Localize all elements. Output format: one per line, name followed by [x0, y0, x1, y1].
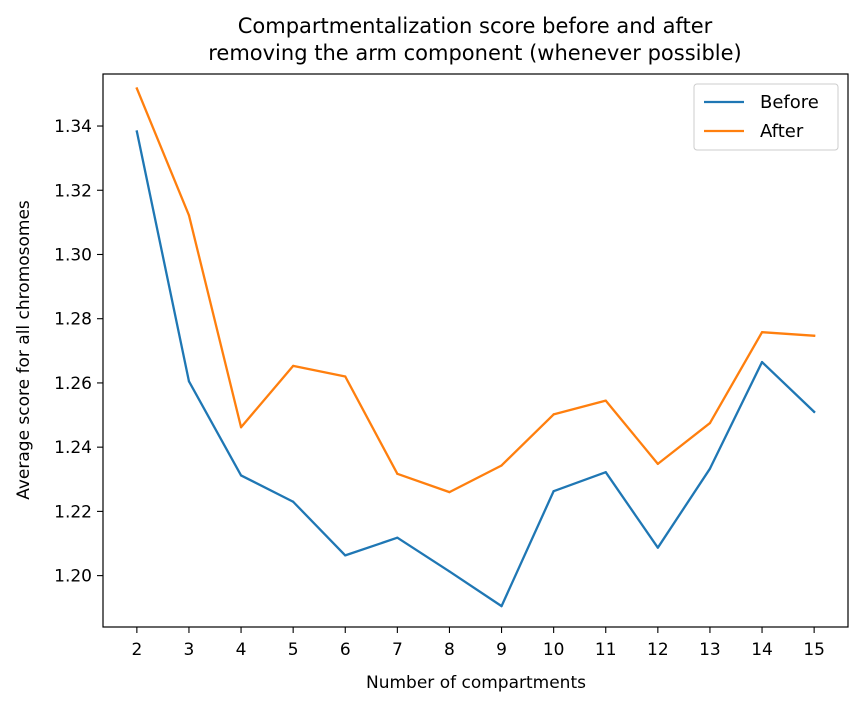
y-tick-label: 1.20 — [54, 567, 92, 587]
data-point-before-14 — [760, 360, 764, 364]
data-point-after-7 — [396, 472, 399, 475]
legend: Before After — [693, 83, 839, 151]
data-point-before-5 — [292, 500, 295, 503]
y-tick-label: 1.34 — [54, 117, 92, 137]
x-tick-label: 12 — [647, 640, 669, 660]
x-tick-label: 11 — [595, 640, 617, 660]
x-tick-label: 4 — [236, 640, 247, 660]
data-point-after-4 — [239, 426, 243, 429]
y-tick-label: 1.26 — [54, 374, 92, 394]
data-point-after-6 — [344, 375, 347, 378]
x-tick-label: 13 — [699, 640, 721, 660]
data-point-before-6 — [344, 554, 347, 557]
x-tick-label: 9 — [496, 640, 507, 660]
data-point-before-11 — [604, 471, 607, 474]
data-point-before-13 — [708, 467, 712, 470]
data-point-after-2 — [135, 87, 138, 90]
chart-title: Compartmentalization score before and af… — [208, 14, 742, 65]
x-axis-label: Number of compartments — [366, 673, 586, 693]
y-tick-label: 1.24 — [54, 438, 92, 458]
data-point-before-8 — [448, 570, 451, 573]
data-point-before-10 — [552, 490, 555, 493]
legend-box — [693, 83, 839, 151]
series-line-before — [135, 130, 816, 608]
data-point-before-2 — [135, 130, 138, 133]
legend-label-after: After — [760, 121, 804, 142]
chart-title-line-2: removing the arm component (whenever pos… — [208, 41, 742, 65]
data-point-after-10 — [552, 413, 555, 416]
data-point-after-11 — [604, 399, 607, 402]
data-point-after-14 — [760, 331, 764, 334]
data-point-before-3 — [187, 380, 191, 383]
x-axis-ticks: 2 3 4 5 6 7 8 9 10 11 12 13 14 15 — [131, 627, 825, 660]
data-point-after-3 — [187, 214, 191, 217]
plot-frame — [102, 73, 849, 628]
data-point-before-7 — [396, 536, 399, 539]
plot-lines — [135, 86, 816, 608]
data-point-after-5 — [292, 364, 295, 368]
data-point-after-8 — [448, 491, 451, 494]
legend-label-before: Before — [760, 92, 819, 113]
series-line-after — [135, 86, 816, 494]
data-point-before-4 — [239, 474, 243, 477]
chart-title-line-1: Compartmentalization score before and af… — [238, 14, 713, 38]
data-point-after-13 — [708, 421, 712, 425]
y-axis-label: Average score for all chromosomes — [14, 200, 34, 500]
y-tick-label: 1.32 — [54, 181, 92, 201]
data-point-before-15 — [813, 410, 816, 413]
y-tick-label: 1.22 — [54, 502, 92, 522]
x-tick-label: 3 — [184, 640, 195, 660]
x-tick-label: 6 — [340, 640, 351, 660]
x-tick-label: 10 — [543, 640, 565, 660]
x-tick-label: 5 — [288, 640, 299, 660]
y-axis-ticks: 1.20 1.22 1.24 1.26 1.28 1.30 1.32 1.34 — [54, 117, 103, 587]
data-point-before-12 — [656, 546, 659, 549]
x-tick-label: 7 — [392, 640, 403, 660]
data-point-before-9 — [500, 605, 503, 608]
data-point-after-9 — [500, 464, 503, 467]
x-tick-label: 14 — [751, 640, 773, 660]
y-tick-label: 1.30 — [54, 245, 92, 265]
data-point-after-15 — [813, 334, 816, 337]
y-tick-label: 1.28 — [54, 310, 92, 330]
x-tick-label: 15 — [803, 640, 825, 660]
x-tick-label: 2 — [131, 640, 142, 660]
x-tick-label: 8 — [444, 640, 455, 660]
data-point-after-12 — [656, 462, 659, 465]
